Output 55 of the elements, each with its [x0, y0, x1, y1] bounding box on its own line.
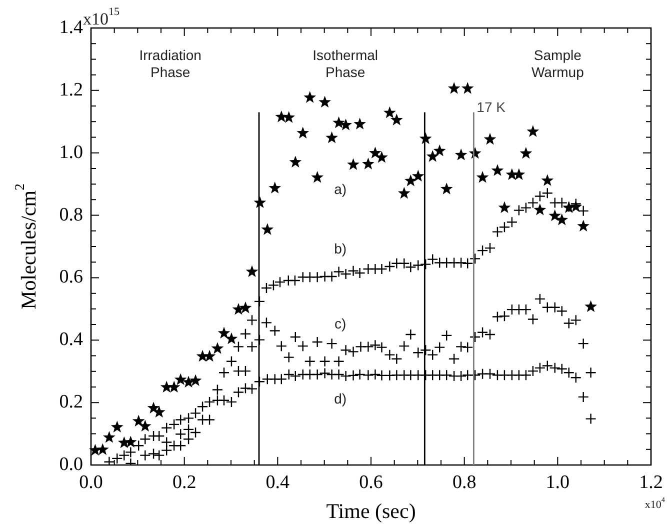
- point: [246, 383, 258, 394]
- annotation: Isothermal Phase: [312, 46, 378, 80]
- point: [304, 368, 316, 380]
- point: [161, 444, 172, 456]
- point: [348, 370, 359, 382]
- annotation: Sample Warmup: [531, 46, 584, 80]
- point: [232, 386, 244, 398]
- point: [549, 362, 560, 374]
- point: [484, 368, 496, 380]
- ref-line-label: 17 K: [476, 99, 506, 116]
- point: [370, 368, 381, 380]
- series-label: a): [334, 181, 347, 198]
- point: [340, 370, 352, 382]
- y-tick-label: 1.4: [59, 16, 84, 38]
- point: [376, 370, 388, 382]
- point: [578, 391, 589, 403]
- y-tick-label: 0.6: [59, 266, 83, 288]
- series-label: d): [334, 390, 347, 406]
- x-axis-title: Time (sec): [326, 498, 416, 523]
- y-tick-label: 0.2: [59, 392, 83, 413]
- point: [527, 365, 539, 377]
- point: [585, 367, 596, 378]
- point: [254, 376, 266, 388]
- point: [469, 370, 481, 381]
- point: [290, 370, 301, 382]
- point: [542, 360, 553, 372]
- point: [240, 382, 252, 394]
- series-label: b): [334, 240, 347, 256]
- point: [319, 368, 330, 379]
- point: [276, 374, 287, 385]
- x-tick-label: 0.8: [452, 472, 476, 493]
- y-tick-label: 1.0: [59, 142, 83, 163]
- x-tick-label: 0.2: [172, 472, 196, 493]
- x-tick-label: 1.2: [639, 472, 663, 493]
- point: [354, 368, 366, 380]
- y-tick-label: 1.2: [59, 79, 83, 100]
- point: [520, 370, 532, 381]
- point: [283, 368, 294, 380]
- point: [455, 370, 467, 382]
- point: [362, 370, 374, 381]
- point: [262, 374, 273, 385]
- point: [333, 368, 344, 380]
- x-tick-label: 0.4: [266, 472, 290, 493]
- y-tick-label: 0.8: [59, 204, 83, 226]
- point: [312, 368, 323, 380]
- annotation: Irradiation Phase: [139, 46, 202, 80]
- point: [384, 370, 396, 382]
- point: [226, 396, 238, 408]
- y-tick-label: 0.4: [59, 329, 84, 350]
- x-tick-label: 0.6: [359, 472, 383, 493]
- x-tick-label: 1.0: [546, 472, 570, 493]
- y-axis-title: Molecules/cm2: [12, 183, 41, 310]
- point: [441, 370, 452, 381]
- series-label: c): [334, 315, 346, 332]
- point: [534, 362, 546, 374]
